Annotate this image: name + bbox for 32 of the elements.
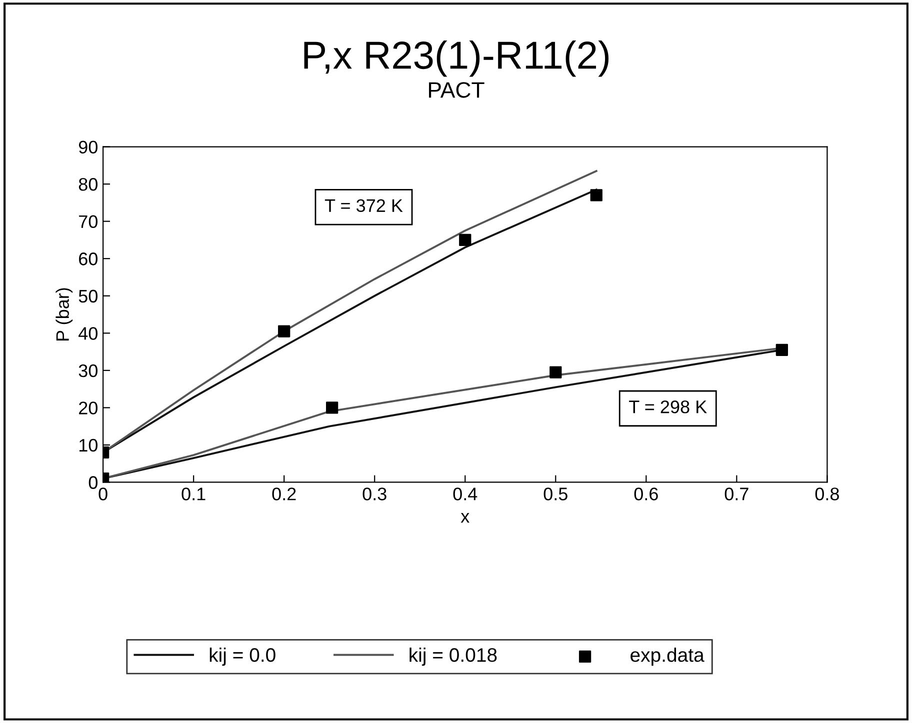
y-tick-label: 70 [79, 215, 98, 228]
chart-title: P,x R23(1)-R11(2) [304, 40, 608, 77]
x-tick-label: 0.6 [634, 488, 658, 500]
y-tick-label: 60 [79, 252, 98, 266]
point [590, 189, 602, 202]
annotation: T = 298 K [629, 400, 707, 414]
y-tick-label: 30 [78, 364, 98, 378]
point [550, 366, 562, 378]
x-tick-label: 0.2 [272, 488, 296, 500]
legend-label: kij = 0.0 [210, 648, 276, 666]
point [776, 344, 788, 356]
y-tick-label: 40 [78, 327, 98, 340]
chart-subtitle: PACT [429, 82, 484, 98]
y-tick-label: 20 [79, 402, 98, 414]
x-tick-label: 0.8 [815, 488, 839, 500]
annotation: T = 372 K [324, 199, 403, 212]
x-axis-title: x [460, 513, 470, 523]
y-tick-label: 0 [88, 476, 98, 489]
x-tick-label: 0.1 [182, 488, 206, 500]
point [459, 234, 472, 246]
x-tick-label: 0.3 [362, 488, 386, 500]
y-tick-label: 90 [78, 140, 98, 154]
x-tick-label: 0.5 [544, 488, 568, 500]
y-axis-title: P (bar) [56, 288, 73, 340]
y-tick-label: 80 [78, 178, 98, 191]
x-tick-label: 0.7 [724, 488, 748, 500]
y-tick-label: 10 [79, 438, 98, 452]
x-tick-label: 0 [98, 488, 108, 500]
legend-label: exp.data [630, 648, 704, 666]
legend-label: kij = 0.018 [410, 648, 497, 666]
x-tick-label: 0.4 [453, 488, 478, 500]
y-tick-label: 50 [78, 290, 98, 303]
